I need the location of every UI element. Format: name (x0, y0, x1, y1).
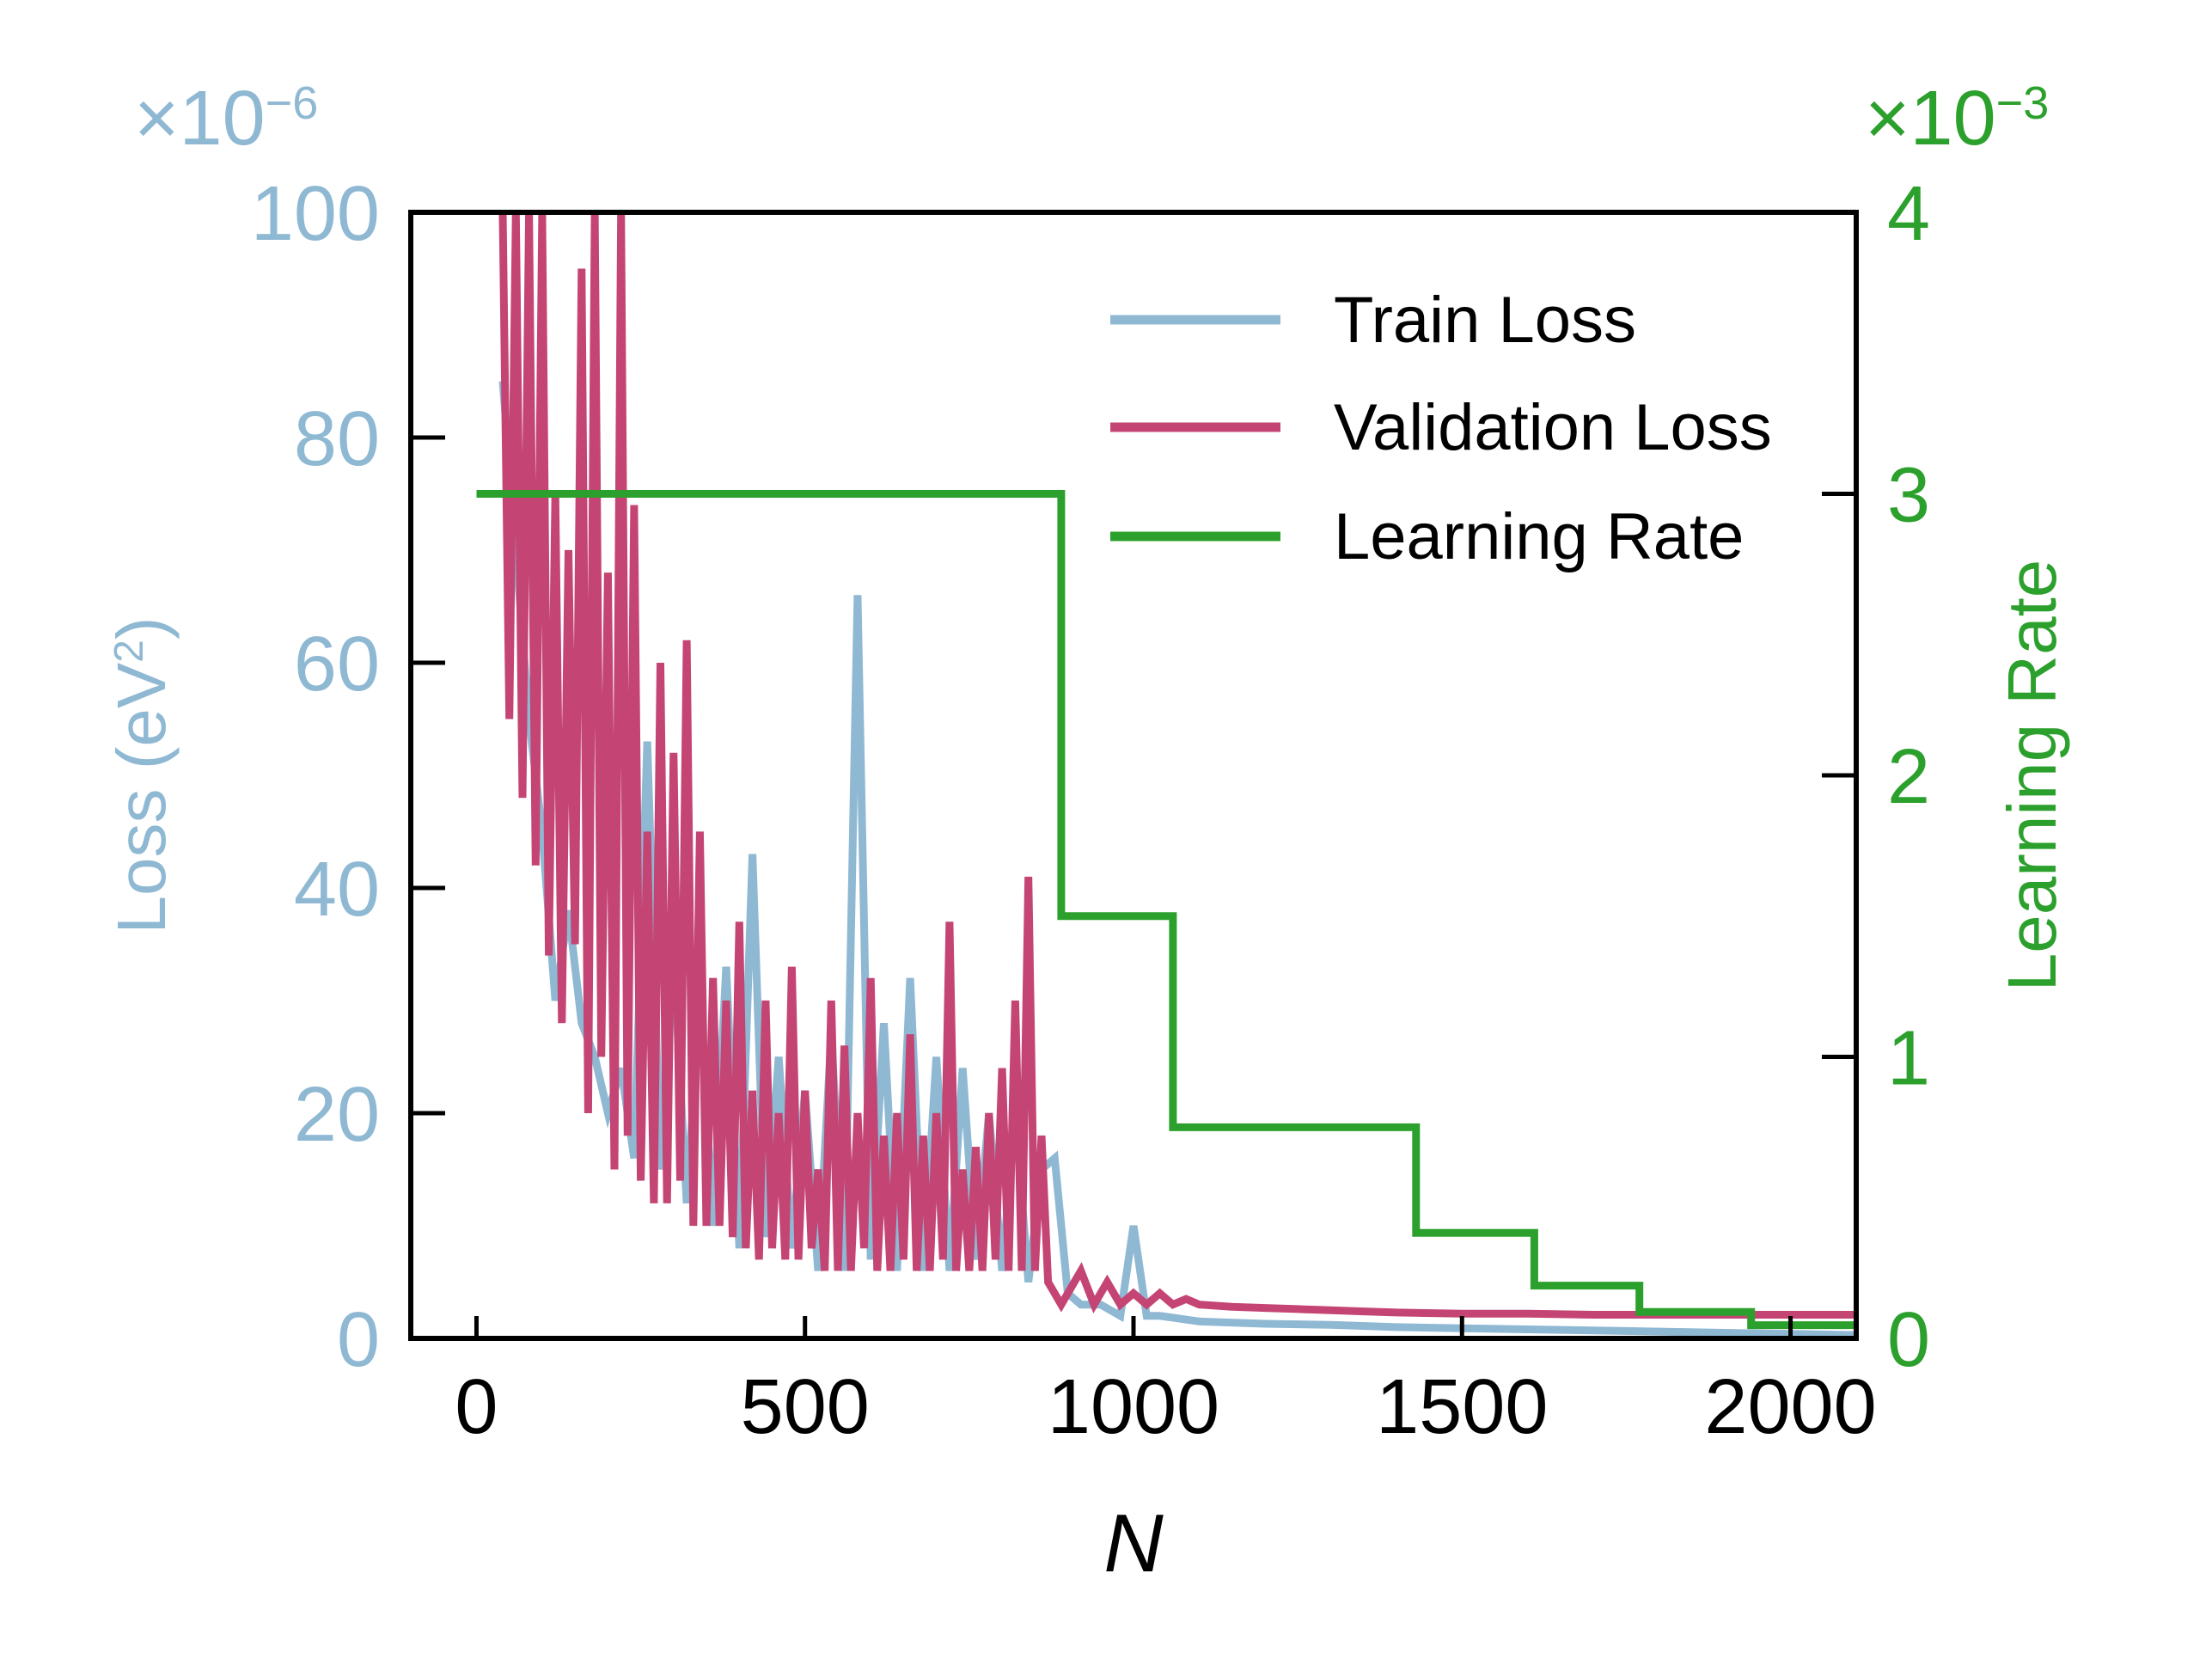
x-axis-label: N (1103, 1497, 1164, 1589)
y-left-tick-label: 40 (294, 847, 380, 933)
legend-label-train-loss: Train Loss (1334, 284, 1636, 357)
x-tick-label: 1500 (1376, 1364, 1548, 1450)
series-layer (476, 211, 1857, 1339)
legend-label-learning-rate: Learning Rate (1334, 500, 1744, 573)
y-axis-left-label-superscript: 2 (107, 640, 152, 663)
legend: Train Loss Validation Loss Learning Rate (1110, 284, 1772, 573)
legend-label-validation-loss: Validation Loss (1334, 391, 1772, 464)
x-tick-label: 1000 (1048, 1364, 1219, 1450)
y-right-tick-label: 2 (1887, 734, 1930, 820)
y-axis-right-offset-base: ×10 (1865, 76, 1996, 162)
learning-rate-line (476, 490, 1856, 1330)
y-axis-right-offset: ×10−3 (1865, 76, 2049, 162)
y-right-tick-label: 1 (1887, 1016, 1930, 1102)
y-right-tick-label: 4 (1887, 171, 1930, 257)
y-left-tick-label: 60 (294, 621, 380, 707)
y-left-tick-label: 20 (294, 1072, 380, 1158)
y-axis-left-offset: ×10−6 (134, 76, 318, 162)
y-right-tick-label: 0 (1887, 1297, 1930, 1383)
validation-loss-line (498, 211, 1856, 1319)
y-right-tick-label: 3 (1887, 453, 1930, 539)
y-left-tick-label: 100 (251, 171, 380, 257)
y-left-tick-label: 80 (294, 396, 380, 482)
y-axis-right-offset-exponent: −3 (1996, 77, 2050, 129)
y-axis-left-label-main: Loss (eV (103, 662, 180, 934)
y-axis-right-label: Learning Rate (1994, 560, 2070, 992)
y-axis-left-label: Loss (eV2) (103, 616, 180, 934)
x-tick-label: 500 (741, 1364, 870, 1450)
train-loss-line (498, 381, 1857, 1339)
y-axis-left-label-end: ) (103, 616, 180, 640)
x-tick-label: 2000 (1704, 1364, 1876, 1450)
x-tick-label: 0 (455, 1364, 498, 1450)
y-axis-left-offset-exponent: −6 (266, 77, 319, 129)
y-left-tick-label: 0 (337, 1297, 380, 1383)
y-axis-left-offset-base: ×10 (134, 76, 266, 162)
